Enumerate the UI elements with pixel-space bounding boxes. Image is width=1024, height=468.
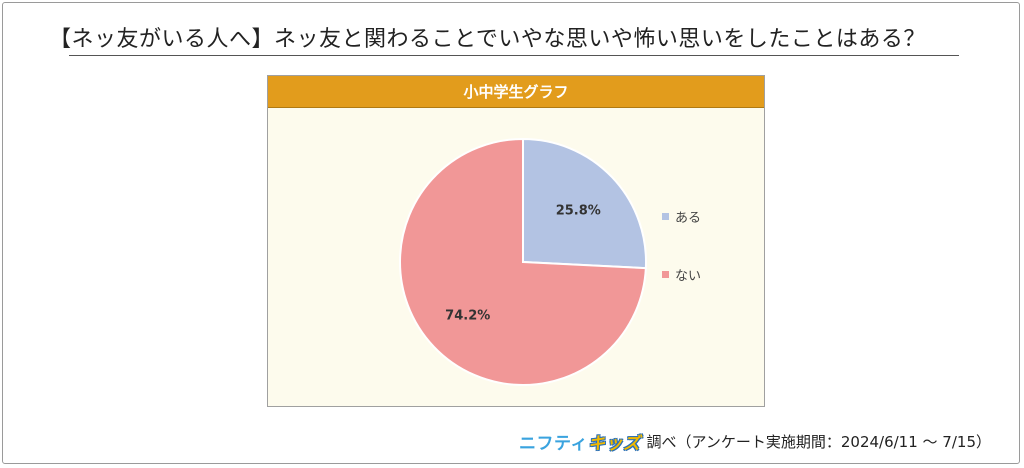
legend-swatch: [662, 270, 669, 278]
legend-label: ある: [675, 210, 702, 226]
chart-legend: ある ない: [662, 208, 701, 324]
page-title: 【ネッ友がいる人へ】ネッ友と関わることでいやな思いや怖い思いをしたことはある？: [49, 27, 926, 52]
pie-slice-label-2: 74.2%: [445, 309, 490, 324]
legend-swatch: [662, 212, 669, 220]
brand-logo-nifty: ニフティ: [518, 434, 588, 454]
chart-title: 小中学生グラフ: [268, 76, 764, 108]
legend-label: ない: [675, 268, 702, 284]
survey-period-text: 調べ（アンケート実施期間：2024/6/11 〜 7/15）: [646, 433, 991, 451]
title-underline: [69, 55, 959, 56]
legend-item: ない: [662, 266, 702, 284]
chart-panel: 小中学生グラフ 25.8% 74.2% あるない: [267, 75, 765, 407]
pie-slice-label-1: 25.8%: [556, 203, 601, 218]
pie-chart: 25.8% 74.2%: [399, 137, 647, 386]
brand-logo-kids: キッズ: [587, 434, 641, 454]
pie-slice-2: [399, 137, 647, 386]
legend-item: ある: [662, 208, 702, 226]
footer-credit: ニフティ キッズ 調べ（アンケート実施期間：2024/6/11 〜 7/15）: [519, 429, 991, 454]
pie-slice-1: [522, 137, 647, 270]
